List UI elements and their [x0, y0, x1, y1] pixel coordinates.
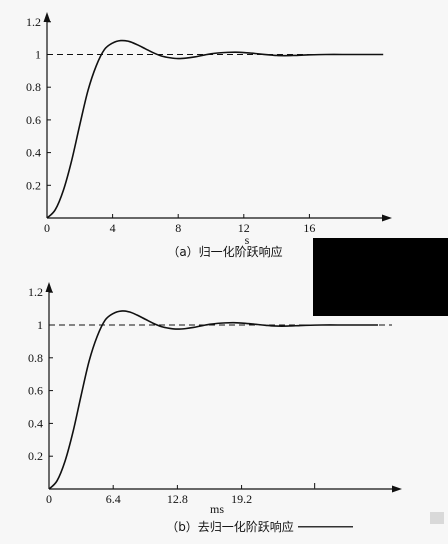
chart-b-y-tick-label: 0.8 [28, 351, 43, 365]
chart-b-caption: （b）去归一化阶跃响应 [166, 519, 294, 534]
chart-b-y-ticks: 0.2 0.4 0.6 0.8 1 1.2 [28, 285, 53, 463]
chart-a-x-tick-label: 16 [303, 221, 315, 235]
chart-a-x-tick-label: 8 [175, 221, 181, 235]
chart-b-y-tick-label: 0.6 [28, 384, 43, 398]
chart-a-series [46, 39, 384, 219]
chart-a-x-tick-label: 12 [238, 221, 250, 235]
chart-b-x-tick-label: 12.8 [167, 492, 188, 506]
chart-b-x-tick-label: 0 [46, 492, 52, 506]
chart-a-y-tick-label: 0.8 [26, 80, 41, 94]
scan-artifact-underline [298, 526, 353, 528]
chart-b-x-ticks: 0 6.4 12.8 19.2 [46, 485, 252, 506]
chart-a-y-tick-label: 1 [35, 48, 41, 62]
chart-a-y-axis-arrow [43, 12, 51, 22]
chart-b-x-axis-arrow [392, 485, 402, 493]
chart-b-y-tick-label: 1 [37, 318, 43, 332]
chart-b-y-tick-label: 1.2 [28, 285, 43, 299]
scan-artifact-corner [430, 512, 444, 524]
chart-b: 0 6.4 12.8 19.2 0.2 0.4 0.6 0.8 1 1.2 ms （b）去归一化… [28, 282, 402, 534]
chart-b-step-response-line [48, 310, 378, 490]
chart-a-y-tick-label: 0.4 [26, 146, 41, 160]
chart-a-y-ticks: 0.2 0.4 0.6 0.8 1 1.2 [26, 15, 51, 192]
scan-artifact-mark [314, 483, 316, 489]
chart-a-x-tick-label: 4 [110, 221, 116, 235]
chart-a-y-tick-label: 0.6 [26, 113, 41, 127]
chart-a-step-response-line [46, 39, 384, 219]
chart-a-caption: （a）归一化阶跃响应 [167, 244, 282, 259]
chart-a-x-axis-arrow [382, 214, 392, 222]
chart-a-x-tick-label: 0 [44, 221, 50, 235]
chart-b-series [48, 310, 378, 490]
chart-a-y-tick-label: 0.2 [26, 178, 41, 192]
chart-b-y-axis-arrow [45, 282, 53, 292]
chart-b-x-tick-label: 19.2 [231, 492, 252, 506]
chart-a-x-axis-label: s [245, 233, 250, 247]
chart-a: 0 4 8 12 16 0.2 0.4 0.6 0.8 1 1.2 s （a）归一化阶跃响应 [26, 12, 392, 259]
chart-b-x-axis-label: ms [210, 502, 224, 516]
chart-a-y-tick-label: 1.2 [26, 15, 41, 29]
chart-b-y-tick-label: 0.4 [28, 416, 43, 430]
redaction-block [313, 238, 448, 316]
chart-a-x-ticks: 0 4 8 12 16 [44, 214, 315, 235]
chart-b-x-tick-label: 6.4 [106, 492, 121, 506]
chart-b-y-tick-label: 0.2 [28, 449, 43, 463]
